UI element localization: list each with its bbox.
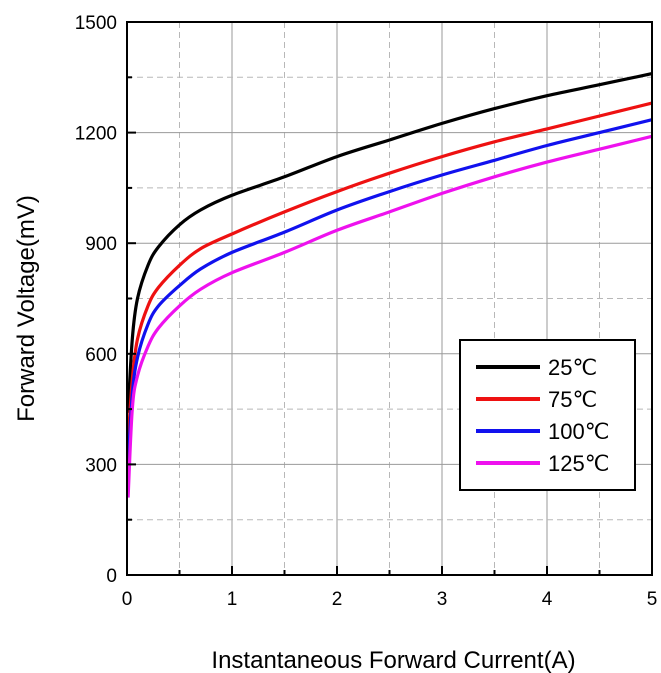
y-tick-label: 1500	[75, 13, 117, 34]
tick-labels: 0 1 2 3 4 5 0 300 600 900 1200 1500	[75, 13, 658, 610]
legend-label: 100℃	[548, 419, 609, 444]
y-axis-title: Forward Voltage(mV)	[13, 195, 40, 422]
x-tick-label: 2	[332, 589, 343, 610]
legend-label: 25℃	[548, 355, 597, 380]
series-line-100℃	[126, 118, 653, 465]
legend-label: 75℃	[548, 387, 597, 412]
grid	[127, 22, 652, 575]
x-tick-label: 1	[227, 589, 238, 610]
y-tick-label: 1200	[75, 124, 117, 145]
y-tick-label: 900	[85, 234, 117, 255]
series-line-125℃	[126, 134, 653, 498]
x-tick-label: 3	[437, 589, 448, 610]
legend: 25℃ 75℃ 100℃ 125℃	[459, 339, 636, 491]
x-tick-label: 4	[542, 589, 553, 610]
series-line-75℃	[126, 101, 653, 443]
y-tick-label: 600	[85, 345, 117, 366]
legend-label: 125℃	[548, 451, 609, 476]
x-axis-title: Instantaneous Forward Current(A)	[211, 647, 575, 673]
series-layer	[126, 72, 653, 498]
tick-marks	[126, 21, 653, 576]
y-tick-label: 300	[85, 455, 117, 476]
y-tick-label: 0	[106, 566, 117, 587]
x-tick-label: 5	[647, 589, 658, 610]
x-tick-label: 0	[122, 589, 133, 610]
series-line-25℃	[126, 72, 653, 413]
